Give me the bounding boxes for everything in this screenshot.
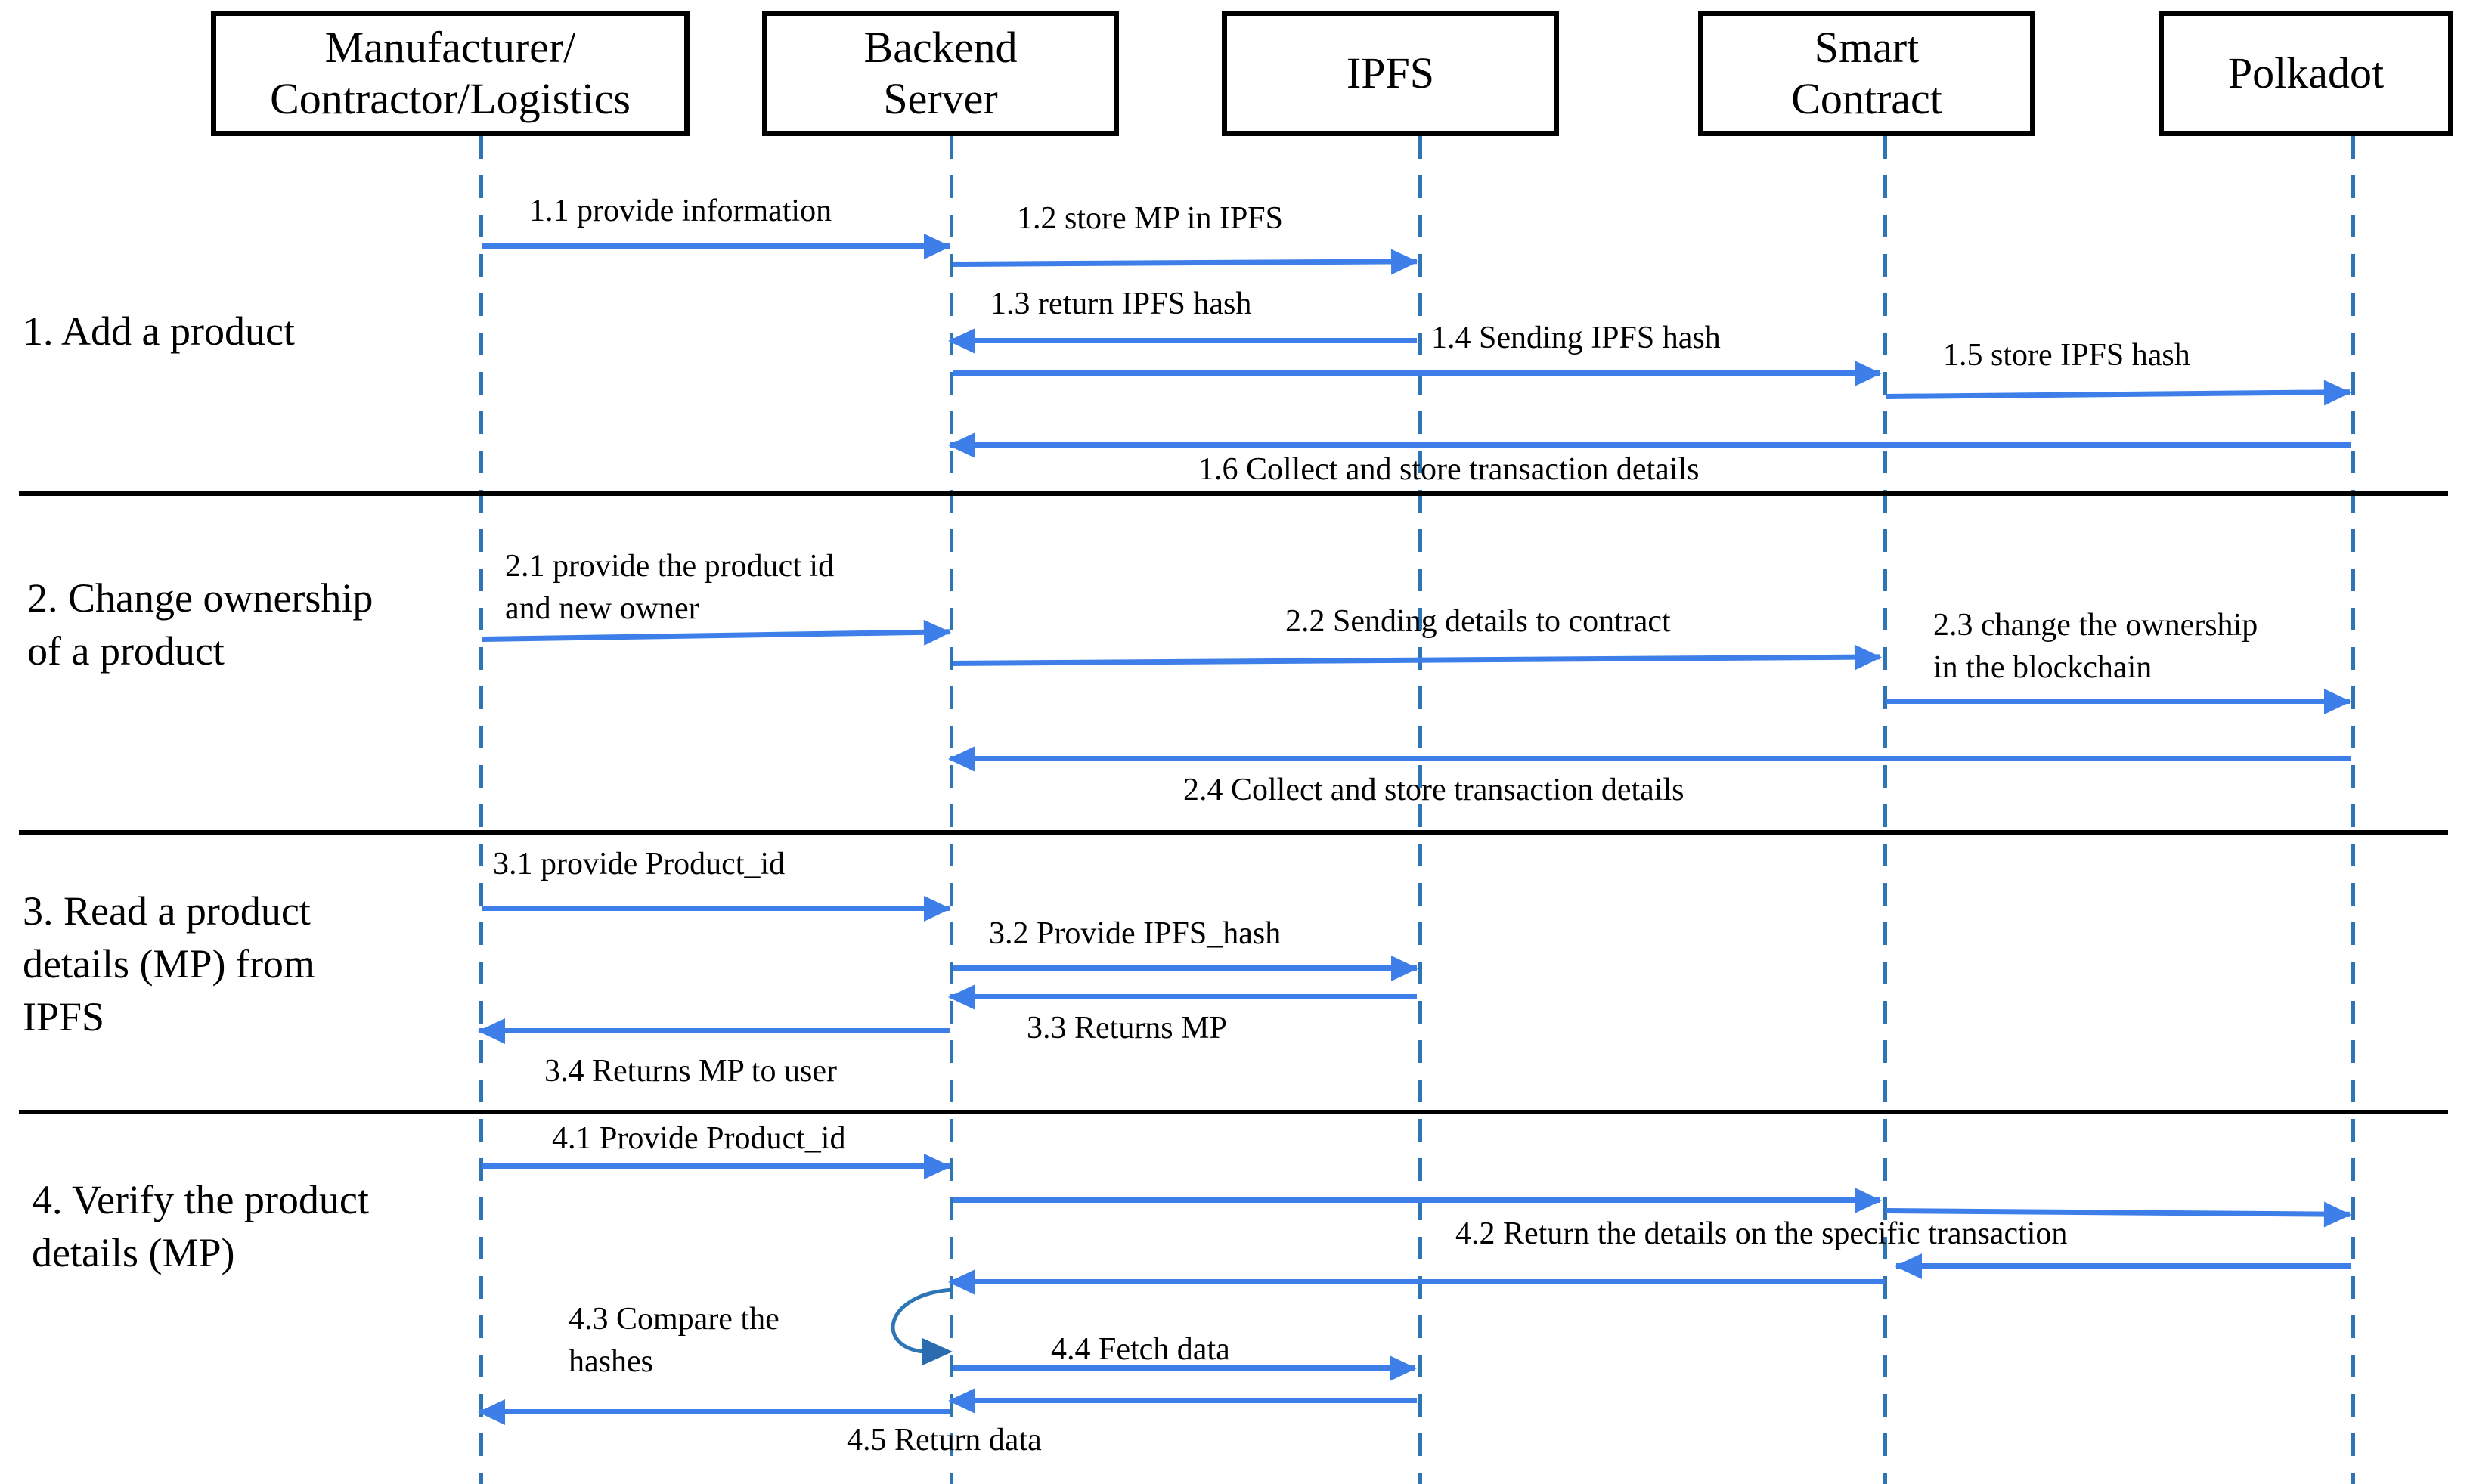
actor-box-manufacturer: Manufacturer/ Contractor/Logistics <box>211 11 690 136</box>
arrowhead-left-icon <box>478 1399 505 1425</box>
actor-label: Manufacturer/ <box>324 23 576 73</box>
section-label-read-product: 3. Read a product details (MP) from IPFS <box>23 888 315 1040</box>
message-label-1-3: 1.3 return IPFS hash <box>990 287 1252 321</box>
actor-box-backend-server: Backend Server <box>762 11 1119 136</box>
message-label-3-2: 3.2 Provide IPFS_hash <box>989 916 1282 951</box>
lifeline-manufacturer <box>479 136 483 1484</box>
message-arrow-1-1 <box>482 233 951 259</box>
message-arrow-3-4 <box>478 1018 950 1044</box>
arrowhead-right-icon <box>1390 248 1419 274</box>
actor-label: Polkadot <box>2227 48 2385 98</box>
arrowhead-left-icon <box>948 432 975 458</box>
message-arrow-1-5 <box>1886 379 2352 405</box>
arrowhead-right-icon <box>924 233 951 259</box>
arrowhead-right-icon <box>1855 360 1882 386</box>
message-label-1-1: 1.1 provide information <box>529 194 832 228</box>
actor-label: Contractor/Logistics <box>270 74 631 123</box>
message-label-1-5: 1.5 store IPFS hash <box>1943 338 2190 373</box>
arrowhead-left-icon <box>948 1387 975 1414</box>
message-arrow-1-2 <box>952 248 1419 274</box>
message-arrow-4-2-contract-return <box>948 1269 1885 1295</box>
arrowhead-right-icon <box>1390 1355 1417 1381</box>
arrowhead-right-icon <box>923 618 952 646</box>
arrowhead-left-icon <box>478 1018 505 1044</box>
actor-label: Contract <box>1791 74 1942 123</box>
message-label-3-4: 3.4 Returns MP to user <box>544 1054 837 1089</box>
lifeline-polkadot <box>2351 136 2355 1484</box>
message-arrow-2-1 <box>482 618 952 646</box>
arrowhead-right-icon <box>1854 643 1883 671</box>
actor-label: Backend <box>863 23 1018 73</box>
message-label-4-1: 4.1 Provide Product_id <box>552 1121 846 1156</box>
message-arrow-1-3 <box>948 327 1417 354</box>
message-label-4-2: 4.2 Return the details on the specific t… <box>1455 1216 2068 1251</box>
message-arrow-4-2-polkadot-return <box>1895 1253 2351 1279</box>
lifeline-backend-server <box>950 136 953 1484</box>
message-arrow-4-1 <box>482 1153 951 1179</box>
arrowhead-right-icon <box>2324 688 2351 714</box>
message-arrow-1-6 <box>948 432 2351 458</box>
message-arrow-4-5 <box>478 1399 950 1425</box>
arrowhead-right-icon <box>2323 379 2352 405</box>
self-loop-compare-hashes-arrow <box>891 1287 953 1365</box>
message-label-2-4: 2.4 Collect and store transaction detail… <box>1183 773 1684 807</box>
arrowhead-right-icon <box>2323 1201 2352 1228</box>
actor-box-ipfs: IPFS <box>1222 11 1559 136</box>
message-label-4-4: 4.4 Fetch data <box>1051 1332 1230 1367</box>
section-divider-3 <box>19 1110 2448 1114</box>
message-arrow-2-2 <box>952 643 1883 671</box>
message-label-4-3: 4.3 Compare the hashes <box>569 1302 779 1379</box>
message-arrow-4-2-backend-to-contract <box>953 1187 1882 1213</box>
arrowhead-right-icon <box>924 895 951 922</box>
arrowhead-right-icon <box>922 1338 953 1365</box>
actor-label: IPFS <box>1346 48 1435 98</box>
arrowhead-right-icon <box>924 1153 951 1179</box>
message-arrow-2-4 <box>948 745 2351 772</box>
actor-box-polkadot: Polkadot <box>2159 11 2453 136</box>
message-arrow-4-4-return <box>948 1387 1417 1414</box>
message-arrow-4-4 <box>953 1355 1417 1381</box>
message-arrow-2-3 <box>1886 688 2351 714</box>
arrowhead-left-icon <box>948 984 975 1010</box>
actor-box-smart-contract: Smart Contract <box>1698 11 2035 136</box>
message-arrow-3-1 <box>482 895 951 922</box>
message-arrow-3-3 <box>948 984 1417 1010</box>
section-divider-1 <box>19 491 2448 496</box>
message-label-4-5: 4.5 Return data <box>847 1423 1042 1458</box>
arrowhead-left-icon <box>948 327 975 354</box>
actor-label: Smart <box>1814 23 1920 73</box>
section-label-add-product: 1. Add a product <box>23 308 295 354</box>
message-label-1-6: 1.6 Collect and store transaction detail… <box>1198 452 1700 487</box>
message-label-3-3: 3.3 Returns MP <box>1027 1011 1227 1046</box>
message-label-3-1: 3.1 provide Product_id <box>493 847 786 881</box>
message-arrow-1-4 <box>953 360 1882 386</box>
lifeline-smart-contract <box>1883 136 1887 1484</box>
lifeline-ipfs <box>1418 136 1422 1484</box>
section-divider-2 <box>19 830 2448 835</box>
arrowhead-right-icon <box>1855 1187 1882 1213</box>
message-label-2-3: 2.3 change the ownership in the blockcha… <box>1933 608 2258 685</box>
actor-label: Server <box>883 74 998 123</box>
section-label-verify-product: 4. Verify the product details (MP) <box>32 1177 369 1276</box>
section-label-change-ownership: 2. Change ownership of a product <box>27 575 373 674</box>
message-label-1-2: 1.2 store MP in IPFS <box>1017 201 1284 236</box>
message-label-2-2: 2.2 Sending details to contract <box>1285 604 1671 639</box>
arrowhead-right-icon <box>1391 955 1418 981</box>
message-label-1-4: 1.4 Sending IPFS hash <box>1431 321 1721 355</box>
arrowhead-left-icon <box>1895 1253 1922 1279</box>
message-label-2-1: 2.1 provide the product id and new owner <box>505 549 835 626</box>
arrowhead-left-icon <box>948 745 975 772</box>
message-arrow-3-2 <box>953 955 1418 981</box>
